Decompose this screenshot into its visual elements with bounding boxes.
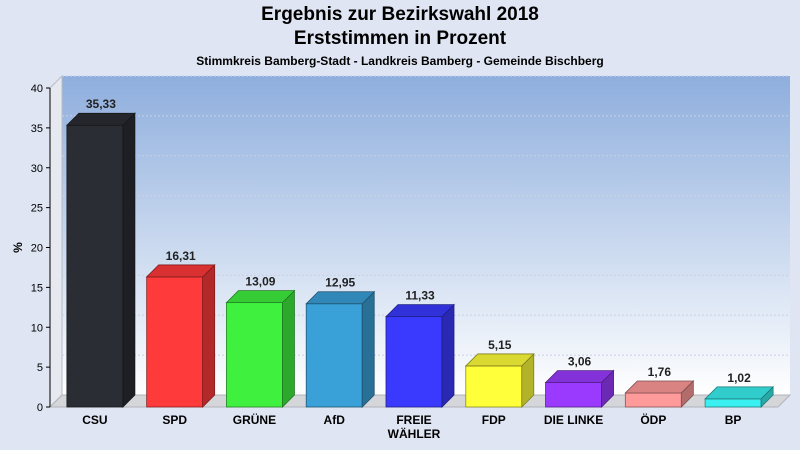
bar (65, 112, 136, 408)
bar (624, 379, 695, 408)
x-tick-label: DIE LINKE (544, 413, 603, 427)
y-tick-label: 5 (37, 362, 43, 374)
x-tick-label: AfD (324, 413, 346, 427)
data-label: 12,95 (325, 276, 355, 290)
chart-caption: Stimmkreis Bamberg-Stadt - Landkreis Bam… (196, 54, 604, 68)
bar (464, 352, 535, 408)
y-tick-label: 20 (31, 243, 43, 255)
data-label: 3,06 (568, 355, 592, 369)
x-axis-labels: CSU SPD GRÜNE AfD FREIE WÄHLER FDP DIE LINKE ÖDP… (82, 412, 741, 441)
x-tick-label: ÖDP (640, 412, 666, 427)
x-tick-label: BP (725, 413, 742, 427)
bar (145, 263, 216, 408)
bar (544, 369, 615, 408)
y-tick-label: 10 (31, 322, 43, 334)
y-tick-label: 0 (37, 402, 43, 414)
data-label: 35,33 (86, 97, 116, 111)
data-label: 11,33 (405, 289, 435, 303)
y-tick-label: 25 (31, 203, 43, 215)
data-label: 13,09 (245, 275, 275, 289)
y-axis: 0 5 10 15 20 25 30 35 40 (31, 83, 51, 414)
data-label: 16,31 (166, 249, 196, 263)
x-tick-label: GRÜNE (233, 412, 276, 427)
y-tick-label: 40 (31, 83, 43, 95)
y-tick-label: 30 (31, 163, 43, 175)
bar (225, 289, 296, 408)
x-tick-label: CSU (82, 413, 107, 427)
chart-subtitle: Erststimmen in Prozent (293, 28, 507, 49)
y-tick-label: 15 (31, 282, 43, 294)
data-label: 5,15 (488, 338, 512, 352)
bar (305, 290, 376, 408)
chart-title: Ergebnis zur Bezirkswahl 2018 (261, 4, 539, 25)
bar (385, 303, 455, 408)
bars: 35,33 16,31 13,09 12,95 11,33 5,15 3,06 1,76 1,0… (65, 97, 775, 408)
data-label: 1,02 (727, 371, 751, 385)
x-tick-label: FDP (482, 413, 506, 427)
y-axis-label: % (11, 242, 25, 253)
y-tick-label: 35 (31, 123, 43, 135)
x-tick-label: FREIE WÄHLER (388, 413, 441, 441)
data-label: 1,76 (648, 365, 672, 379)
x-tick-label: SPD (162, 413, 187, 427)
bar (704, 385, 775, 408)
